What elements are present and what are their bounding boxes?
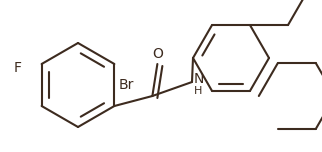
Text: Br: Br — [118, 78, 134, 92]
Text: N: N — [194, 72, 204, 86]
Text: F: F — [14, 61, 22, 75]
Text: O: O — [152, 47, 163, 61]
Text: H: H — [194, 86, 202, 96]
